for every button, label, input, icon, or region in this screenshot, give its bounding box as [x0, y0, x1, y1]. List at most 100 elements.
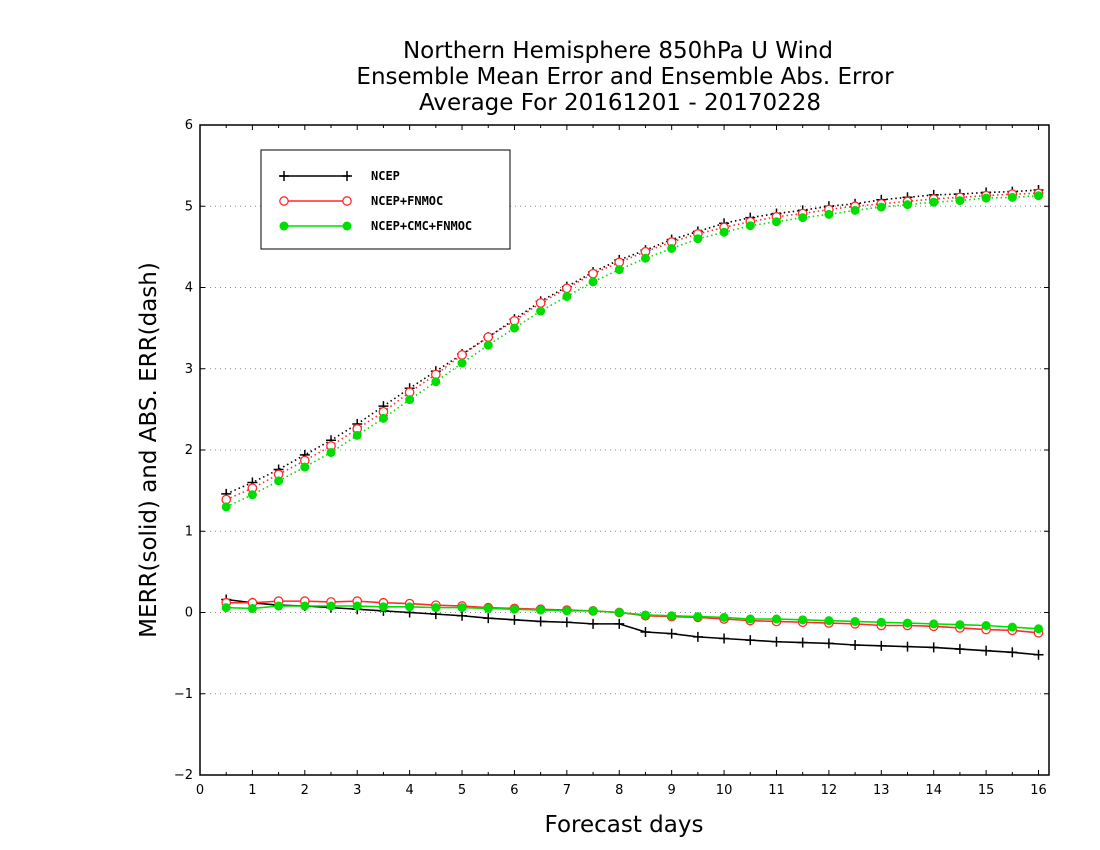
merr-point — [929, 619, 939, 629]
x-tick-label: 12 — [821, 783, 838, 798]
x-tick-label: 15 — [978, 783, 995, 798]
abs-err-point — [798, 213, 808, 223]
merr-point — [405, 602, 415, 612]
x-tick-label: 0 — [196, 783, 204, 798]
merr-point — [221, 603, 231, 613]
abs-err-point — [719, 227, 729, 237]
legend-box — [260, 149, 511, 250]
merr-point — [667, 611, 677, 621]
title-line-1: Northern Hemisphere 850hPa U Wind — [403, 38, 833, 64]
abs-err-point — [457, 358, 467, 368]
abs-err-point — [903, 200, 912, 210]
abs-err-point — [614, 265, 624, 275]
merr-point — [1034, 624, 1044, 634]
merr-point — [535, 616, 546, 627]
merr-point — [798, 615, 808, 625]
merr-point — [300, 601, 310, 611]
abs-err-point — [509, 323, 519, 333]
merr-point — [850, 616, 860, 626]
legend-item: NCEP+FNMOC — [279, 194, 443, 208]
merr-point — [693, 612, 703, 622]
abs-err-point — [588, 277, 598, 287]
merr-point — [614, 618, 625, 629]
y-tick-label: 6 — [185, 118, 193, 133]
abs-err-point — [483, 332, 494, 342]
abs-err-point — [221, 502, 231, 512]
merr-point — [274, 601, 284, 611]
merr-point — [640, 627, 651, 637]
abs-err-point — [352, 430, 362, 440]
y-tick-label: 5 — [185, 199, 193, 214]
legend: NCEP NCEP+FNMOC NCEP+CMC+FNMOC — [260, 149, 511, 250]
merr-point — [1007, 647, 1018, 658]
y-tick-label: −1 — [174, 687, 193, 702]
series-ncep — [221, 185, 1044, 660]
merr-point — [666, 628, 677, 639]
legend-marker — [342, 171, 352, 181]
merr-point — [719, 612, 729, 622]
abs-err-point — [405, 395, 415, 405]
merr-point — [981, 621, 991, 630]
merr-point — [562, 606, 572, 616]
legend-items: NCEP NCEP+FNMOC NCEP+CMC+FNMOC — [279, 169, 472, 233]
merr-point — [1007, 622, 1017, 632]
x-tick-label: 8 — [615, 783, 623, 798]
abs-err-point — [300, 462, 310, 472]
title-line-2: Ensemble Mean Error and Ensemble Abs. Er… — [356, 64, 894, 90]
abs-err-point — [588, 268, 598, 279]
legend-label: NCEP+CMC+FNMOC — [371, 219, 472, 233]
merr-point — [247, 603, 257, 613]
series-layer — [221, 185, 1044, 660]
y-tick-label: 4 — [185, 281, 193, 296]
abs-err-point — [876, 202, 886, 212]
merr-point — [1033, 649, 1044, 660]
abs-err-point — [562, 283, 572, 294]
x-tick-label: 4 — [405, 783, 413, 798]
merr-point — [771, 614, 781, 624]
merr-point — [457, 610, 468, 621]
y-axis-title: MERR(solid) and ABS. ERR(dash) — [136, 262, 162, 638]
abs-err-point — [536, 306, 546, 316]
legend-marker — [279, 196, 289, 206]
legend-item: NCEP+CMC+FNMOC — [279, 219, 472, 233]
abs-err-point — [378, 413, 388, 423]
merr-point — [509, 604, 519, 614]
abs-err-line — [225, 189, 1039, 495]
abs-err-point — [326, 447, 336, 457]
merr-point — [745, 614, 755, 624]
series-ncep-cmc-fnmoc — [221, 191, 1044, 634]
y-tick-label: 0 — [185, 606, 193, 621]
abs-err-point — [1034, 191, 1044, 201]
x-tick-label: 13 — [873, 783, 890, 798]
x-tick-label: 7 — [563, 783, 571, 798]
merr-point — [954, 644, 965, 655]
series-ncep-fnmoc — [221, 188, 1044, 638]
x-axis-title: Forecast days — [545, 812, 704, 838]
y-tick-label: 2 — [185, 443, 193, 458]
merr-point — [928, 642, 939, 653]
merr-point — [850, 640, 861, 650]
y-tick-label: 1 — [185, 524, 193, 539]
abs-err-point — [667, 244, 677, 253]
merr-point — [981, 645, 992, 656]
abs-err-point — [431, 377, 441, 387]
abs-err-point — [824, 209, 834, 219]
abs-err-point — [483, 340, 493, 350]
x-tick-label: 3 — [353, 783, 361, 798]
abs-err-point — [562, 291, 572, 301]
x-tick-label: 14 — [925, 783, 942, 798]
abs-err-point — [457, 350, 467, 360]
title-line-3: Average For 20161201 - 20170228 — [419, 90, 821, 116]
merr-point — [483, 603, 493, 613]
merr-point — [561, 617, 572, 628]
legend-item: NCEP — [279, 169, 400, 183]
merr-point — [509, 614, 520, 625]
merr-point — [326, 601, 336, 611]
legend-marker — [342, 221, 352, 231]
x-tick-label: 16 — [1030, 783, 1047, 798]
merr-point — [719, 633, 730, 644]
merr-point — [431, 603, 441, 613]
merr-point — [588, 606, 598, 616]
